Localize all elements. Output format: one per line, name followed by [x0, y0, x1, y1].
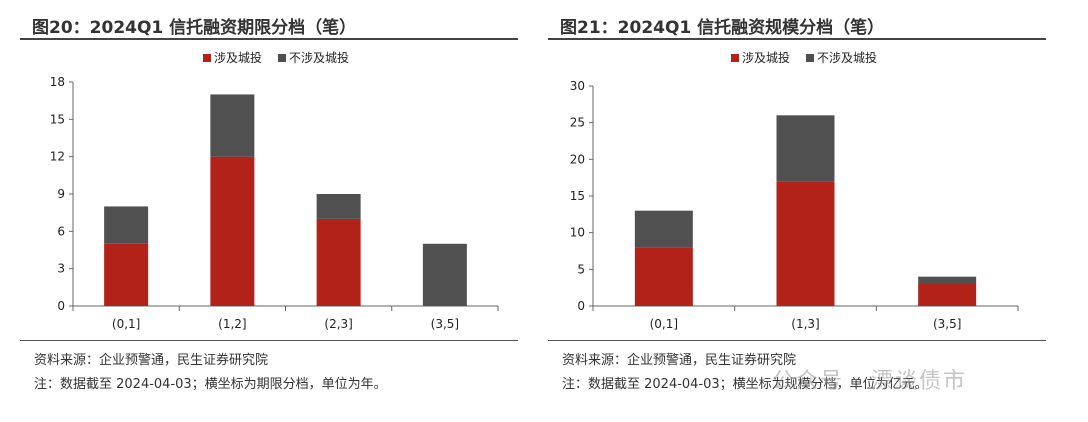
legend-label: 涉及城投	[214, 50, 262, 65]
title-rule	[548, 38, 1046, 40]
x-tick-label: (0,1]	[650, 317, 678, 331]
maturity-bar-chart: 涉及城投 不涉及城投 0 3 6 9 12 15 18 (0,1] (1,2] (2,3] (3,5]	[50, 50, 499, 331]
y-tick-label: 5	[577, 262, 585, 276]
y-tick-label: 15	[50, 112, 65, 126]
x-tick-label: (0,1]	[112, 317, 140, 331]
y-tick-label: 0	[577, 299, 585, 313]
y-tick-label: 15	[570, 189, 585, 203]
footnote: 注：数据截至 2024-04-03；横坐标为规模分档，单位为亿元。	[562, 377, 928, 392]
bar-segment	[776, 115, 835, 182]
legend-swatch	[203, 54, 211, 62]
y-tick-label: 3	[57, 262, 65, 276]
bar-segment	[316, 194, 361, 219]
y-tick-label: 0	[57, 299, 65, 313]
source-note: 资料来源：企业预警通，民生证券研究院	[562, 353, 797, 368]
y-tick-label: 18	[50, 75, 65, 89]
y-tick-label: 10	[570, 226, 585, 240]
bar-segment	[918, 276, 977, 284]
chart-title: 图20：2024Q1 信托融资期限分档（笔）	[32, 18, 357, 38]
chart-panel-scale: 图21：2024Q1 信托融资规模分档（笔） 涉及城投 不涉及城投 0 5 10 15 20…	[548, 0, 1058, 422]
footer-rule	[20, 340, 518, 341]
title-rule	[20, 38, 518, 40]
legend-label: 涉及城投	[742, 50, 790, 65]
legend-label: 不涉及城投	[289, 50, 349, 65]
bar-segment	[104, 206, 149, 244]
legend-swatch	[278, 54, 286, 62]
bar-segment	[210, 94, 255, 157]
x-tick-label: (1,3]	[791, 317, 819, 331]
y-tick-label: 9	[57, 187, 65, 201]
bar-segment	[634, 210, 693, 248]
footnote: 注：数据截至 2024-04-03；横坐标为期限分档，单位为年。	[34, 377, 387, 392]
source-note: 资料来源：企业预警通，民生证券研究院	[34, 353, 269, 368]
y-tick-label: 20	[570, 152, 585, 166]
legend-swatch	[731, 54, 739, 62]
footer-rule	[548, 340, 1046, 341]
watermark: 公众号 · 漂谈债市	[772, 369, 967, 394]
y-tick-label: 6	[57, 224, 65, 238]
y-tick-label: 12	[50, 150, 65, 164]
legend: 涉及城投 不涉及城投	[203, 50, 349, 65]
x-tick-label: (2,3]	[324, 317, 352, 331]
chart-title: 图21：2024Q1 信托融资规模分档（笔）	[560, 18, 885, 38]
y-tick-label: 25	[570, 116, 585, 130]
scale-bar-chart: 涉及城投 不涉及城投 0 5 10 15 20 25 30 (0,1] (1,3] (3,5]	[570, 50, 1019, 331]
legend-label: 不涉及城投	[817, 50, 877, 65]
x-tick-label: (3,5]	[431, 317, 459, 331]
x-tick-label: (3,5]	[933, 317, 961, 331]
legend: 涉及城投 不涉及城投	[731, 50, 877, 65]
legend-swatch	[806, 54, 814, 62]
bar-segment	[422, 243, 467, 306]
bar-segment	[776, 181, 835, 306]
bar-segment	[634, 247, 693, 306]
y-tick-label: 30	[570, 79, 585, 93]
bar-segment	[104, 243, 149, 306]
chart-panel-maturity: 图20：2024Q1 信托融资期限分档（笔） 涉及城投 不涉及城投 0 3 6 9 12 15…	[20, 0, 530, 422]
bar-segment	[210, 156, 255, 306]
x-tick-label: (1,2]	[218, 317, 246, 331]
bar-segment	[316, 218, 361, 306]
bar-segment	[918, 284, 977, 306]
